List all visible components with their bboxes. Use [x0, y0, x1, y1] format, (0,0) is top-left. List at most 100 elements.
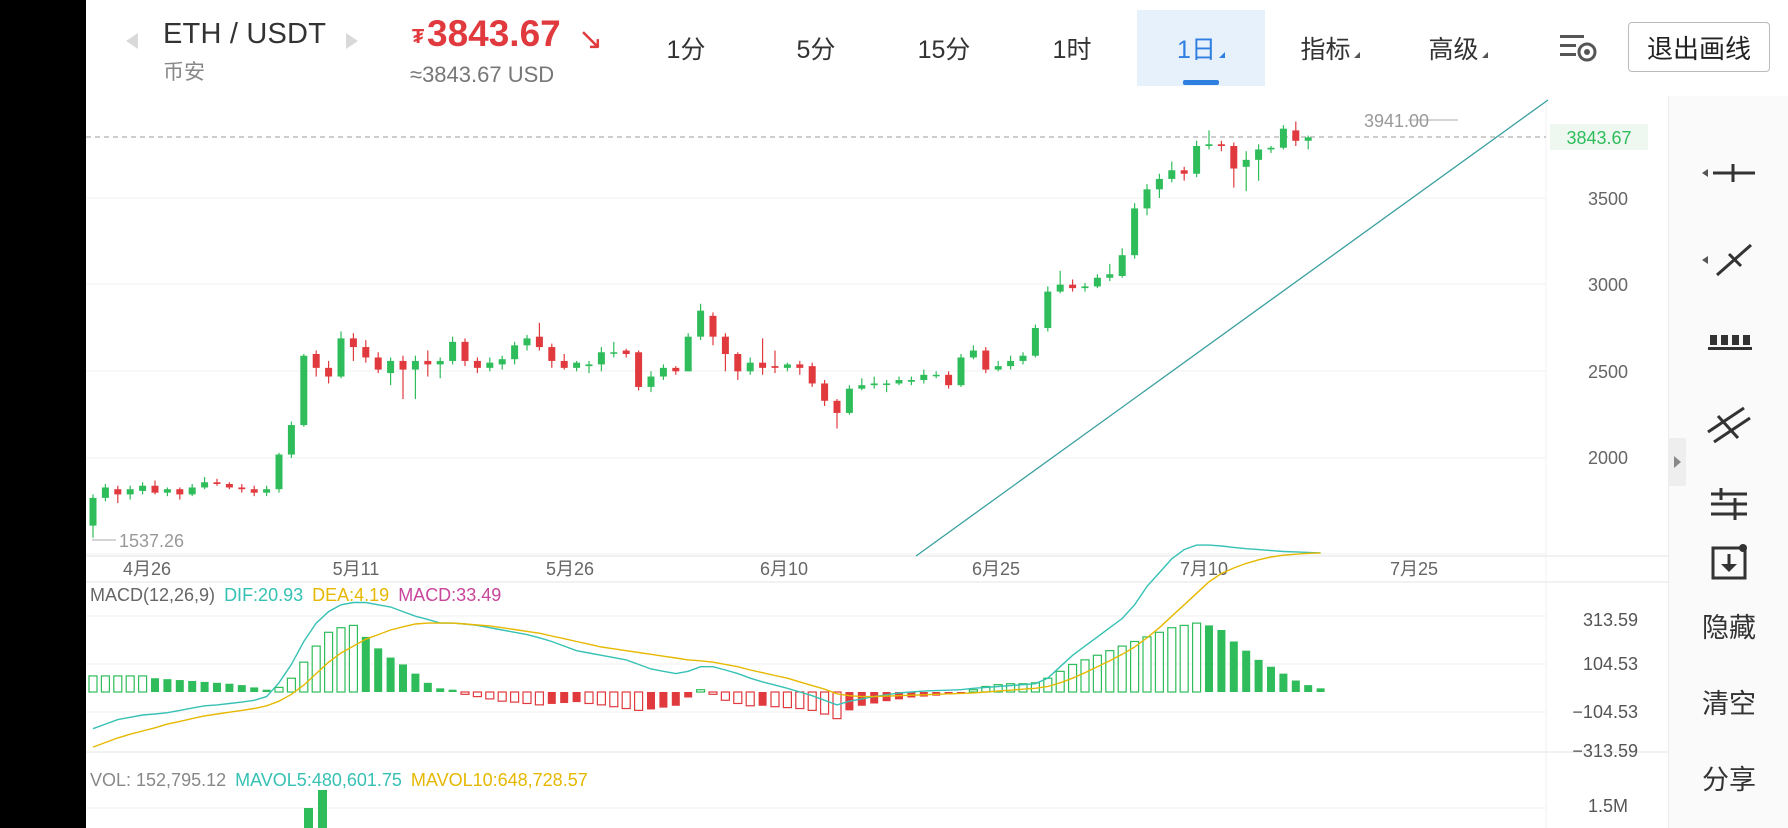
exit-drawing-button[interactable]: 退出画线: [1628, 22, 1770, 72]
macd-bar: [609, 691, 619, 708]
macd-bar: [968, 689, 979, 693]
active-tab-indicator: [1183, 80, 1219, 85]
candle-body: [870, 383, 878, 386]
x-tick: 7月10: [1180, 559, 1228, 579]
candle-body: [932, 374, 940, 377]
macd-bar: [374, 648, 383, 692]
chart-settings-icon[interactable]: [1558, 30, 1598, 66]
pair-title[interactable]: ETH / USDT: [163, 18, 327, 50]
candle-body: [622, 350, 630, 354]
save-drawing-icon: [1711, 544, 1747, 580]
dif-line: [92, 544, 1321, 730]
tab-1hour[interactable]: 1时: [1008, 10, 1136, 86]
hide-drawings-button[interactable]: 隐藏: [1702, 613, 1756, 643]
toolbar-collapse-handle[interactable]: [1668, 438, 1686, 486]
macd-bar: [411, 673, 420, 692]
macd-params: MACD(12,26,9): [90, 585, 216, 605]
tab-15min[interactable]: 15分: [880, 10, 1008, 86]
y-tick: 3000: [1588, 275, 1628, 295]
macd-bar: [522, 691, 532, 705]
chart-area[interactable]: 3843.67 3500 3000 2500 2000 4月26 5月11 5月…: [86, 96, 1668, 828]
candle-body: [597, 352, 605, 365]
candle-body: [1019, 355, 1027, 361]
macd-y-tick: 313.59: [1583, 610, 1638, 630]
candle-body: [833, 400, 841, 413]
y-tick: 2500: [1588, 362, 1628, 382]
macd-bar: [237, 685, 246, 692]
next-pair-arrow-icon[interactable]: [346, 33, 358, 49]
share-button[interactable]: 分享: [1702, 765, 1756, 795]
macd-bar: [137, 675, 148, 693]
trend-line-drawing[interactable]: [915, 99, 1549, 557]
macd-bar: [1117, 645, 1127, 693]
volume-bar: [304, 808, 313, 828]
candle-body: [734, 354, 742, 372]
dea-value: DEA:4.19: [312, 585, 390, 605]
candle-body: [1081, 286, 1089, 289]
candle-body: [647, 376, 655, 387]
macd-bar: [448, 689, 457, 692]
candle-body: [1304, 137, 1312, 141]
tab-1day[interactable]: 1日: [1137, 10, 1265, 86]
macd-bar: [1217, 630, 1226, 692]
tab-indicators[interactable]: 指标: [1266, 10, 1394, 86]
macd-y-tick: 104.53: [1583, 654, 1638, 674]
tool-fibonacci[interactable]: [1669, 476, 1788, 532]
macd-bar: [1154, 631, 1165, 693]
vol-y-tick: 1.5M: [1588, 796, 1628, 816]
tool-save-drawing[interactable]: [1669, 534, 1788, 590]
price-usd: ≈3843.67 USD: [410, 62, 555, 87]
candle-body: [1168, 170, 1176, 179]
macd-bar: [647, 692, 655, 710]
macd-bar: [807, 691, 817, 711]
candle-body: [498, 359, 506, 365]
macd-bar: [1229, 641, 1238, 692]
tab-label: 1时: [1052, 36, 1092, 64]
macd-bar: [485, 691, 495, 700]
macd-bar: [510, 691, 520, 703]
last-price: 3843.67: [427, 13, 561, 54]
macd-bar: [1018, 683, 1028, 693]
tool-horizontal-line[interactable]: [1669, 148, 1788, 198]
candle-body: [920, 374, 928, 380]
usdt-symbol: ₮: [412, 26, 425, 48]
candle-body: [89, 497, 97, 526]
x-tick: 4月26: [123, 559, 171, 579]
tool-ray-line[interactable]: [1669, 232, 1788, 288]
macd-value: MACD:33.49: [398, 585, 502, 605]
candle-body: [1106, 274, 1114, 278]
tool-parallel-channel[interactable]: [1669, 396, 1788, 452]
prev-pair-arrow-icon[interactable]: [126, 33, 138, 49]
macd-bar: [695, 689, 706, 693]
macd-bar: [1005, 683, 1016, 693]
macd-bar: [151, 678, 159, 692]
mavol10-value: MAVOL10:648,728.57: [410, 770, 588, 790]
y-tick: 3500: [1588, 189, 1628, 209]
tab-label: 高级: [1428, 36, 1479, 64]
macd-bar: [684, 692, 693, 698]
macd-bar: [572, 692, 581, 703]
tool-price-range[interactable]: [1669, 314, 1788, 370]
candle-body: [325, 367, 333, 377]
macd-histogram: [88, 622, 1325, 720]
macd-bar: [659, 692, 668, 708]
macd-bar: [758, 692, 767, 706]
candle-body: [213, 482, 221, 484]
tab-1min[interactable]: 1分: [622, 10, 750, 86]
clear-drawings-button[interactable]: 清空: [1702, 689, 1756, 719]
candle-body: [1193, 146, 1201, 174]
candle-body: [1217, 144, 1225, 146]
candle-body: [486, 362, 494, 368]
dif-value: DIF:20.93: [224, 585, 304, 605]
candle-body: [585, 364, 593, 367]
candle-body: [783, 364, 791, 368]
candle-body: [1044, 291, 1052, 328]
candle-body: [1143, 189, 1151, 209]
candle-body: [684, 336, 692, 372]
candle-body: [287, 425, 295, 455]
macd-bar: [1316, 688, 1325, 692]
macd-bar: [993, 684, 1003, 693]
tab-advanced[interactable]: 高级: [1394, 10, 1522, 86]
tab-5min[interactable]: 5分: [752, 10, 880, 86]
candle-body: [1180, 170, 1188, 174]
